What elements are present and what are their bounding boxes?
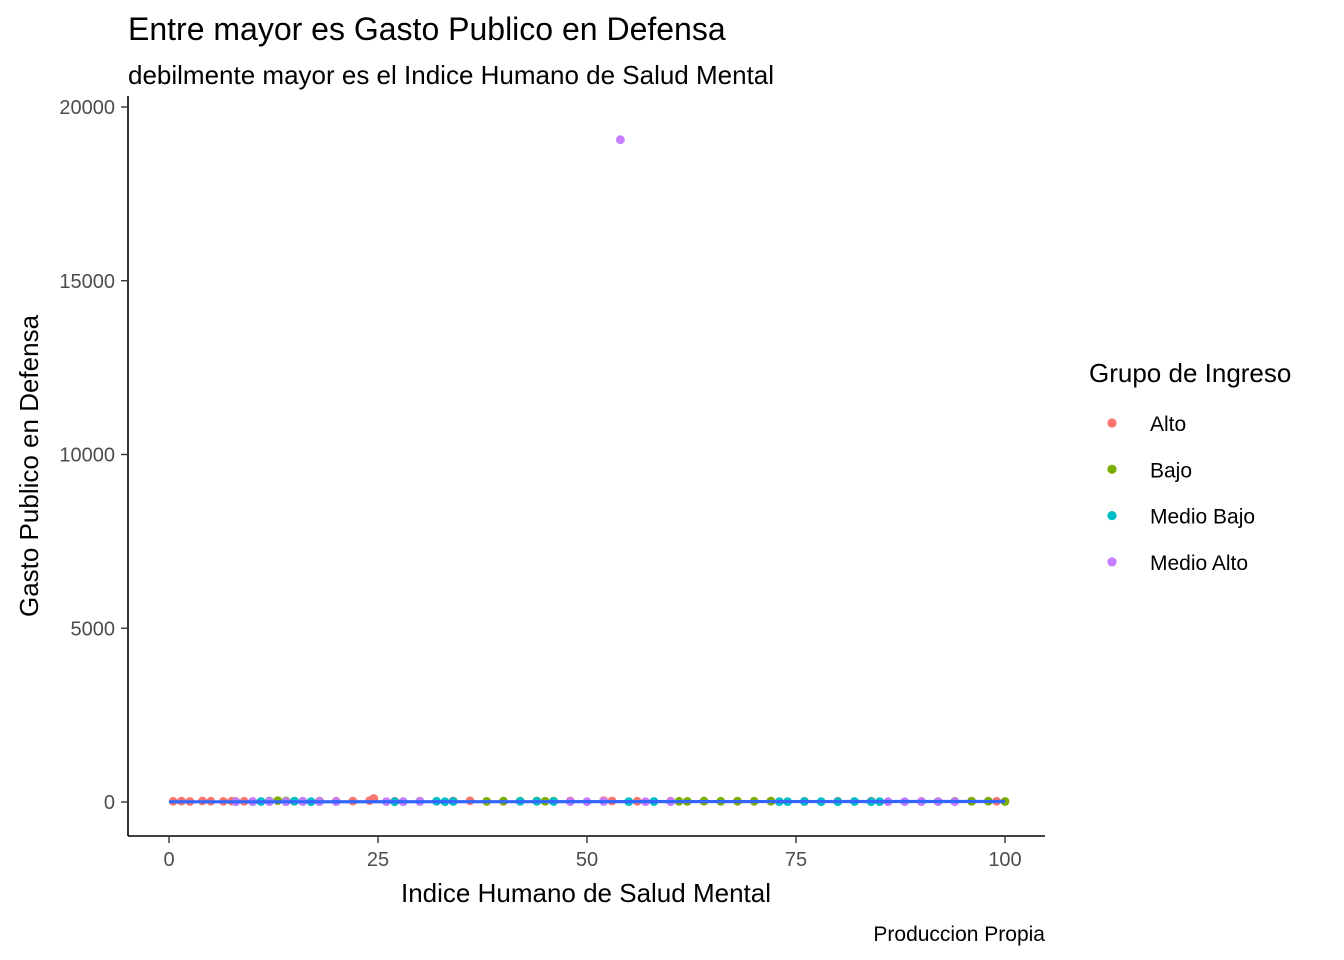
y-tick-label-1: 5000 xyxy=(71,618,116,640)
x-tick-label-1: 25 xyxy=(367,849,389,871)
legend-key-3 xyxy=(1107,557,1117,567)
y-axis-ticks: 0 5000 10000 15000 20000 xyxy=(59,97,128,814)
x-tick-label-0: 0 xyxy=(163,849,174,871)
legend-title: Grupo de Ingreso xyxy=(1089,358,1291,388)
chart-caption: Produccion Propia xyxy=(873,923,1045,946)
point-medio-alto-13 xyxy=(616,135,625,145)
legend-key-0 xyxy=(1107,418,1117,428)
x-axis-ticks: 0 25 50 75 100 xyxy=(163,836,1022,871)
y-tick-label-3: 15000 xyxy=(59,271,115,293)
chart-title: Entre mayor es Gasto Publico en Defensa xyxy=(128,11,726,47)
y-tick-label-4: 20000 xyxy=(59,97,115,119)
legend-label-1: Bajo xyxy=(1150,459,1192,482)
x-tick-label-3: 75 xyxy=(785,849,807,871)
legend-label-2: Medio Bajo xyxy=(1150,506,1255,529)
x-tick-label-4: 100 xyxy=(988,849,1021,871)
x-axis-title: Indice Humano de Salud Mental xyxy=(401,878,771,908)
legend-label-3: Medio Alto xyxy=(1150,552,1248,575)
legend-label-0: Alto xyxy=(1150,413,1186,436)
plot-area xyxy=(168,135,1010,807)
y-tick-label-2: 10000 xyxy=(59,445,115,467)
y-tick-label-0: 0 xyxy=(104,792,115,814)
y-axis-title: Gasto Publico en Defensa xyxy=(14,314,44,617)
legend-key-2 xyxy=(1107,510,1117,521)
x-tick-label-2: 50 xyxy=(576,849,598,871)
legend: Grupo de Ingreso Alto Bajo Medio Bajo Medio… xyxy=(1089,358,1291,575)
chart-subtitle: debilmente mayor es el Indice Humano de … xyxy=(128,60,774,90)
legend-key-1 xyxy=(1107,464,1117,474)
